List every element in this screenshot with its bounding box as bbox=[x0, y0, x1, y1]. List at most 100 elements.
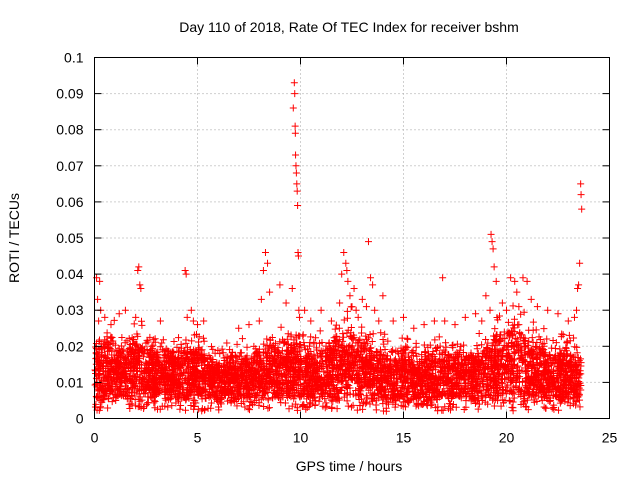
data-point bbox=[558, 361, 566, 369]
data-point bbox=[420, 393, 428, 401]
data-point bbox=[322, 399, 330, 407]
data-point bbox=[422, 348, 430, 356]
data-point bbox=[413, 358, 421, 366]
data-point bbox=[555, 383, 563, 391]
data-point bbox=[305, 350, 313, 358]
data-point bbox=[375, 365, 383, 373]
data-point bbox=[507, 367, 515, 375]
data-point bbox=[322, 358, 330, 366]
data-point bbox=[214, 384, 222, 392]
data-point bbox=[135, 357, 143, 365]
data-point bbox=[300, 379, 308, 387]
data-point bbox=[573, 390, 581, 398]
data-point bbox=[540, 325, 548, 333]
data-point bbox=[340, 371, 348, 379]
data-point bbox=[486, 348, 494, 356]
data-point bbox=[502, 375, 510, 383]
data-point bbox=[494, 316, 502, 324]
data-point bbox=[307, 382, 315, 390]
data-point bbox=[490, 402, 498, 410]
data-point bbox=[328, 376, 336, 384]
data-point bbox=[549, 374, 557, 382]
data-point bbox=[518, 352, 526, 360]
data-point bbox=[343, 329, 351, 337]
data-point bbox=[396, 395, 404, 403]
data-point bbox=[359, 363, 367, 371]
data-point bbox=[499, 396, 507, 404]
data-point bbox=[328, 403, 336, 411]
data-point bbox=[551, 377, 559, 385]
data-point bbox=[310, 340, 318, 348]
data-point bbox=[566, 377, 574, 385]
data-point bbox=[199, 353, 207, 361]
data-point bbox=[510, 371, 518, 379]
data-point bbox=[148, 350, 156, 358]
data-point bbox=[226, 363, 234, 371]
data-point bbox=[489, 383, 497, 391]
data-point bbox=[547, 388, 555, 396]
data-point bbox=[144, 399, 152, 407]
data-point bbox=[187, 401, 195, 409]
data-point bbox=[381, 374, 389, 382]
data-point bbox=[245, 389, 253, 397]
data-point bbox=[291, 348, 299, 356]
data-point bbox=[290, 339, 298, 347]
data-point bbox=[377, 359, 385, 367]
data-point bbox=[220, 388, 228, 396]
data-point bbox=[429, 372, 437, 380]
data-point bbox=[279, 336, 287, 344]
data-point bbox=[154, 389, 162, 397]
data-point bbox=[193, 376, 201, 384]
data-point bbox=[523, 368, 531, 376]
data-point bbox=[496, 347, 504, 355]
data-point bbox=[150, 387, 158, 395]
data-point bbox=[548, 404, 556, 412]
data-point bbox=[406, 365, 414, 373]
data-point bbox=[271, 339, 279, 347]
data-point bbox=[281, 399, 289, 407]
data-point bbox=[255, 351, 263, 359]
data-point bbox=[499, 387, 507, 395]
data-point bbox=[190, 331, 198, 339]
data-point bbox=[284, 380, 292, 388]
data-point bbox=[390, 368, 398, 376]
data-point bbox=[139, 353, 147, 361]
data-point bbox=[528, 379, 536, 387]
data-point bbox=[504, 351, 512, 359]
data-point bbox=[497, 364, 505, 372]
data-point bbox=[197, 346, 205, 354]
data-point bbox=[145, 368, 153, 376]
data-point bbox=[412, 343, 420, 351]
data-point bbox=[353, 347, 361, 355]
data-point bbox=[212, 387, 220, 395]
data-points bbox=[91, 79, 586, 415]
data-point bbox=[99, 396, 107, 404]
data-point bbox=[346, 343, 354, 351]
data-point bbox=[482, 335, 490, 343]
data-point bbox=[200, 350, 208, 358]
data-point bbox=[287, 333, 295, 341]
data-point bbox=[534, 392, 542, 400]
data-point bbox=[454, 379, 462, 387]
data-point bbox=[473, 388, 481, 396]
data-point bbox=[519, 357, 527, 365]
data-point bbox=[241, 403, 249, 411]
data-point bbox=[517, 393, 525, 401]
data-point bbox=[512, 378, 520, 386]
data-point bbox=[108, 398, 116, 406]
data-point bbox=[328, 365, 336, 373]
data-point bbox=[217, 395, 225, 403]
data-point bbox=[149, 360, 157, 368]
data-point bbox=[353, 346, 361, 354]
data-point bbox=[500, 363, 508, 371]
data-point bbox=[540, 346, 548, 354]
data-point bbox=[426, 341, 434, 349]
data-point bbox=[236, 352, 244, 360]
data-point bbox=[291, 374, 299, 382]
data-point bbox=[484, 345, 492, 353]
data-point bbox=[324, 345, 332, 353]
data-point bbox=[148, 380, 156, 388]
data-point bbox=[419, 400, 427, 408]
data-point bbox=[449, 375, 457, 383]
